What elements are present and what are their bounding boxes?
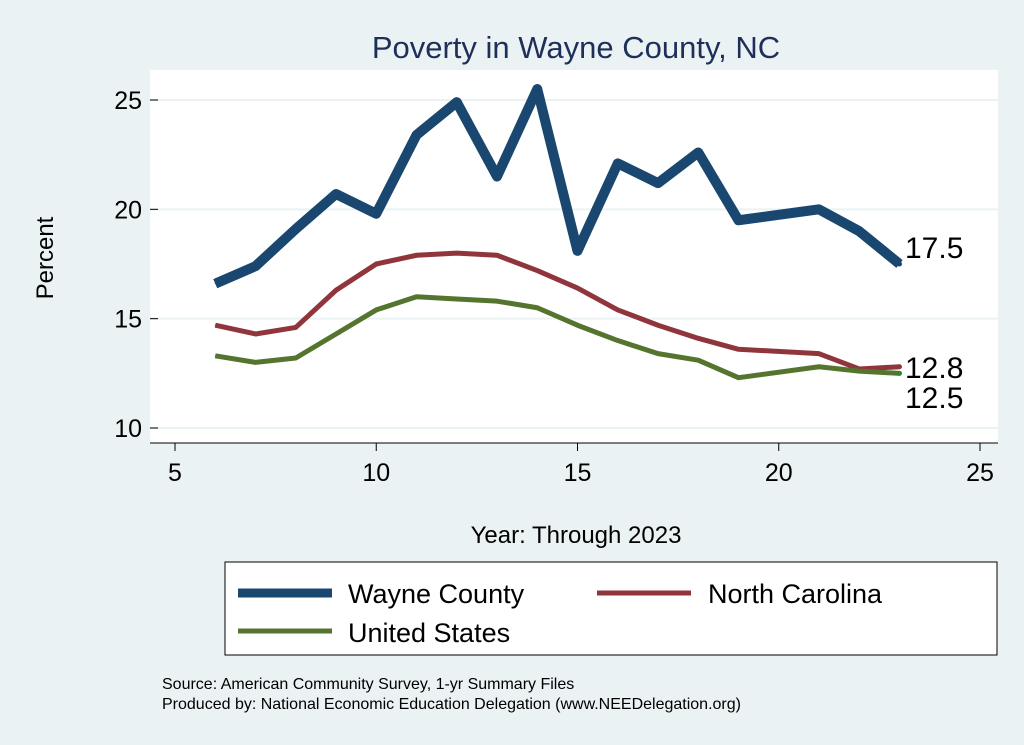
data-point bbox=[335, 289, 337, 291]
data-point bbox=[738, 348, 739, 350]
source-note: Source: American Community Survey, 1-yr … bbox=[162, 676, 574, 693]
data-point bbox=[295, 228, 297, 230]
data-point bbox=[214, 355, 216, 357]
data-point bbox=[335, 333, 337, 335]
data-point bbox=[577, 250, 578, 252]
data-point bbox=[858, 230, 860, 232]
data-point bbox=[375, 309, 377, 311]
producer-note: Produced by: National Economic Education… bbox=[162, 696, 741, 713]
x-tick-label: 25 bbox=[966, 459, 994, 487]
data-point bbox=[496, 254, 498, 256]
data-point bbox=[657, 324, 659, 326]
legend-label-nc: North Carolina bbox=[708, 579, 883, 609]
data-point bbox=[255, 333, 256, 335]
end-label: 12.8 bbox=[905, 352, 963, 385]
data-point bbox=[657, 353, 659, 355]
legend-label-wayne: Wayne County bbox=[348, 579, 525, 609]
axes: 10 15 20 25 5 10 15 20 25 bbox=[114, 87, 998, 487]
data-point bbox=[255, 265, 256, 267]
y-tick-label: 25 bbox=[114, 87, 142, 115]
end-label: 17.5 bbox=[905, 232, 963, 265]
chart-title: Poverty in Wayne County, NC bbox=[372, 30, 780, 65]
end-marker bbox=[897, 364, 902, 370]
data-point bbox=[456, 298, 458, 300]
end-marker bbox=[897, 370, 902, 376]
x-tick-label: 10 bbox=[362, 459, 390, 487]
data-point bbox=[617, 162, 619, 164]
data-point bbox=[577, 287, 578, 289]
data-point bbox=[818, 366, 820, 368]
data-point bbox=[416, 296, 417, 298]
data-point bbox=[657, 182, 659, 184]
data-point bbox=[697, 337, 699, 339]
series-lines bbox=[213, 84, 903, 381]
y-tick-label: 15 bbox=[114, 306, 142, 334]
data-point bbox=[456, 252, 458, 254]
end-marker bbox=[897, 261, 902, 267]
data-point bbox=[577, 324, 578, 326]
data-point bbox=[214, 283, 216, 285]
data-point bbox=[738, 219, 739, 221]
data-point bbox=[738, 377, 739, 379]
data-point bbox=[617, 309, 619, 311]
data-point bbox=[536, 88, 538, 90]
data-point bbox=[295, 357, 297, 359]
data-point bbox=[818, 208, 820, 210]
data-point bbox=[496, 300, 498, 302]
data-point bbox=[496, 176, 498, 178]
data-point bbox=[536, 270, 538, 272]
data-point bbox=[375, 213, 377, 215]
data-point bbox=[456, 101, 458, 103]
end-labels: 17.5 12.812.5 bbox=[897, 232, 963, 415]
gridlines bbox=[150, 99, 998, 429]
data-point bbox=[335, 193, 337, 195]
x-tick-label: 15 bbox=[564, 459, 592, 487]
data-point bbox=[214, 324, 216, 326]
data-point bbox=[416, 134, 417, 136]
end-label: 12.5 bbox=[905, 382, 963, 415]
data-point bbox=[697, 151, 699, 153]
plot-area bbox=[150, 70, 998, 443]
data-point bbox=[375, 263, 377, 265]
data-point bbox=[295, 326, 297, 328]
x-tick-label: 5 bbox=[168, 459, 182, 487]
data-point bbox=[255, 361, 256, 363]
legend-box bbox=[224, 561, 998, 656]
data-point bbox=[536, 307, 538, 309]
legend: Wayne County North Carolina United State… bbox=[224, 561, 998, 656]
y-tick-label: 10 bbox=[114, 415, 142, 443]
x-axis-label: Year: Through 2023 bbox=[471, 522, 682, 549]
y-tick-label: 20 bbox=[114, 196, 142, 224]
x-tick-label: 20 bbox=[765, 459, 793, 487]
legend-label-us: United States bbox=[348, 618, 510, 648]
data-point bbox=[858, 370, 860, 372]
y-axis-label: Percent bbox=[32, 216, 59, 299]
data-point bbox=[617, 340, 619, 342]
data-point bbox=[697, 359, 699, 361]
data-point bbox=[416, 254, 417, 256]
data-point bbox=[818, 353, 820, 355]
